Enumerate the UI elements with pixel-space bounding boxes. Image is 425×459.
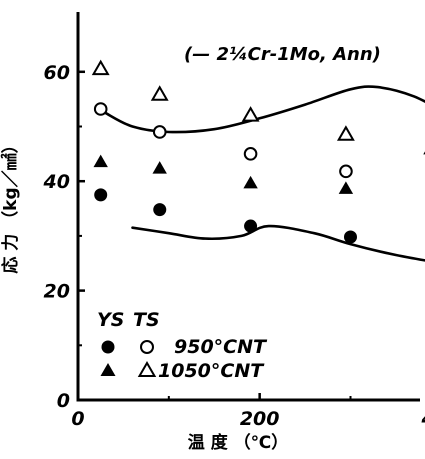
legend: YS TS 950°CNT 1050°CNT xyxy=(97,309,268,382)
x-axis-label: 温 度 （℃） xyxy=(188,432,288,453)
filled-triangle-point xyxy=(338,181,354,194)
y-axis-label: 応 力 （kg／㎟） xyxy=(0,136,21,273)
axis-ticks: 02040600200400600 xyxy=(43,62,425,430)
open-triangle-point xyxy=(336,125,355,141)
legend-label-1050: 1050°CNT xyxy=(158,360,265,382)
x-tick-label: 0 xyxy=(71,408,84,430)
legend-header-ts: TS xyxy=(133,309,160,331)
filled-triangle-point xyxy=(152,161,167,174)
open-circle-point xyxy=(152,125,167,139)
filled-circle-point xyxy=(153,203,167,217)
legend-marker-filled-circle xyxy=(101,340,115,354)
open-circle-point xyxy=(339,164,353,179)
open-circle-point xyxy=(243,147,258,161)
y-tick-label: 20 xyxy=(44,281,70,303)
open-triangle-point xyxy=(91,59,110,76)
y-tick-label: 40 xyxy=(43,171,70,193)
open-triangle-point xyxy=(150,85,169,101)
legend-marker-filled-triangle xyxy=(100,363,116,376)
curve-line-ts xyxy=(103,85,425,134)
reference-curves xyxy=(103,85,425,262)
open-triangle-point xyxy=(241,106,260,122)
y-tick-label: 60 xyxy=(44,62,70,84)
filled-triangle-point xyxy=(93,154,108,168)
x-tick-label: 400 xyxy=(420,408,425,430)
legend-header-ys: YS xyxy=(97,309,124,331)
filled-circle-point xyxy=(94,188,108,202)
data-points xyxy=(91,59,425,244)
legend-marker-open-triangle xyxy=(137,360,157,377)
filled-circle-point xyxy=(343,230,357,244)
legend-marker-open-circle xyxy=(140,340,154,354)
legend-label-950: 950°CNT xyxy=(174,336,268,358)
curve-line-ys xyxy=(131,224,425,262)
x-tick-label: 200 xyxy=(240,408,280,430)
series-filled-circle xyxy=(94,188,357,244)
series-open-circle xyxy=(93,102,353,179)
series-filled-triangle xyxy=(93,154,354,194)
series-open-triangle xyxy=(91,59,425,155)
filled-circle-point xyxy=(244,219,258,233)
curve-annotation: (— 2¼Cr-1Mo, Ann) xyxy=(184,44,381,65)
open-circle-point xyxy=(93,102,108,116)
y-tick-label: 0 xyxy=(57,390,70,412)
filled-triangle-point xyxy=(243,175,258,189)
